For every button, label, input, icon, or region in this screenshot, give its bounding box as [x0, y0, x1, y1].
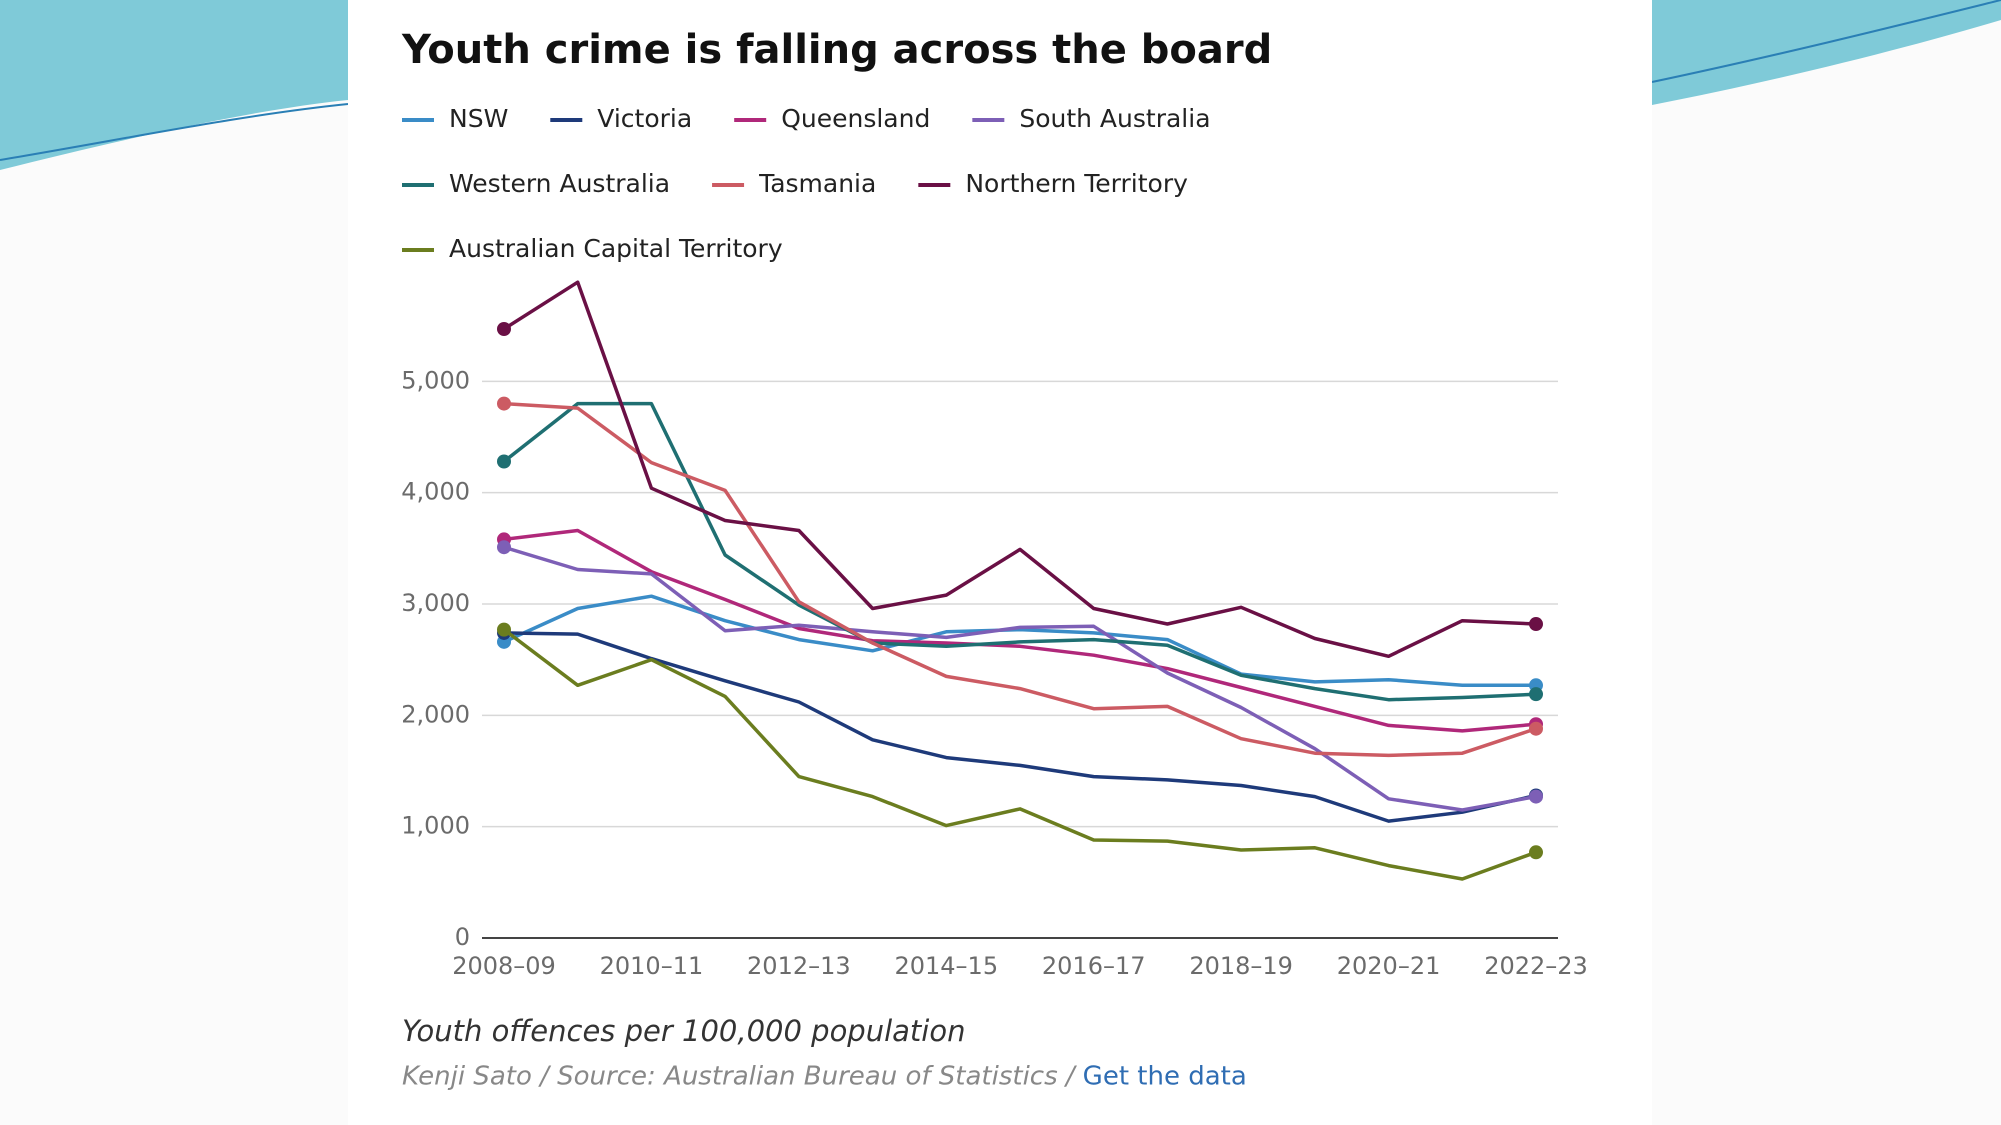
- legend-item: NSW: [402, 104, 508, 133]
- end-point: [497, 454, 511, 469]
- legend-item: Victoria: [550, 104, 692, 133]
- end-point: [497, 322, 511, 337]
- y-tick-label: 4,000: [401, 478, 470, 506]
- end-point: [1529, 617, 1543, 632]
- legend-item: Northern Territory: [918, 169, 1188, 198]
- decoration: [1651, 0, 2001, 83]
- series-line: [503, 631, 1537, 823]
- legend-label: Northern Territory: [965, 169, 1188, 198]
- legend-label: Australian Capital Territory: [449, 234, 783, 263]
- series-line: [502, 401, 1537, 702]
- legend-item: Tasmania: [712, 169, 876, 198]
- credit: Kenji Sato / Source: Australian Bureau o…: [402, 1062, 1078, 1092]
- series-line: [502, 628, 1537, 881]
- x-tick-label: 2008–09: [452, 952, 556, 980]
- subtitle: Youth offences per 100,000 population: [402, 1014, 965, 1048]
- end-point: [1529, 845, 1543, 860]
- legend-label: Victoria: [597, 104, 692, 133]
- y-tick-label: 5,000: [401, 366, 470, 394]
- legend-item: Australian Capital Territory: [402, 234, 783, 263]
- decoration: [1652, 0, 2001, 105]
- x-tick-label: 2012–13: [747, 952, 851, 980]
- decoration: [0, 103, 349, 161]
- y-tick-label: 1,000: [401, 812, 470, 840]
- legend-label: South Australia: [1019, 104, 1210, 133]
- y-tick-label: 0: [455, 923, 470, 951]
- legend-label: Western Australia: [449, 169, 670, 198]
- x-tick-label: 2020–21: [1337, 952, 1441, 980]
- end-point: [497, 622, 511, 637]
- series-line: [503, 401, 1537, 758]
- end-point: [1529, 789, 1543, 804]
- legend-label: NSW: [449, 104, 508, 133]
- decoration: [0, 0, 348, 170]
- x-tick-label: 2018–19: [1189, 952, 1293, 980]
- data-link[interactable]: Get the data: [1083, 1062, 1247, 1092]
- end-point: [497, 540, 511, 555]
- legend-item: Queensland: [734, 104, 930, 133]
- legend-label: Tasmania: [758, 169, 876, 198]
- y-tick-label: 2,000: [401, 700, 470, 728]
- series-line: [503, 280, 1537, 659]
- end-point: [497, 396, 511, 411]
- series-line: [503, 594, 1536, 688]
- end-point: [1529, 687, 1543, 702]
- series-line: [503, 545, 1537, 812]
- x-tick-label: 2010–11: [600, 952, 704, 980]
- x-tick-label: 2014–15: [894, 952, 998, 980]
- legend-item: South Australia: [972, 104, 1211, 133]
- x-tick-label: 2022–23: [1484, 952, 1588, 980]
- x-tick-label: 2016–17: [1042, 952, 1146, 980]
- legend-item: Western Australia: [402, 169, 670, 198]
- legend-label: Queensland: [781, 104, 930, 133]
- chart-title: Youth crime is falling across the board: [401, 27, 1272, 73]
- series-line: [503, 528, 1537, 733]
- y-tick-label: 3,000: [401, 589, 470, 617]
- end-point: [1529, 721, 1543, 736]
